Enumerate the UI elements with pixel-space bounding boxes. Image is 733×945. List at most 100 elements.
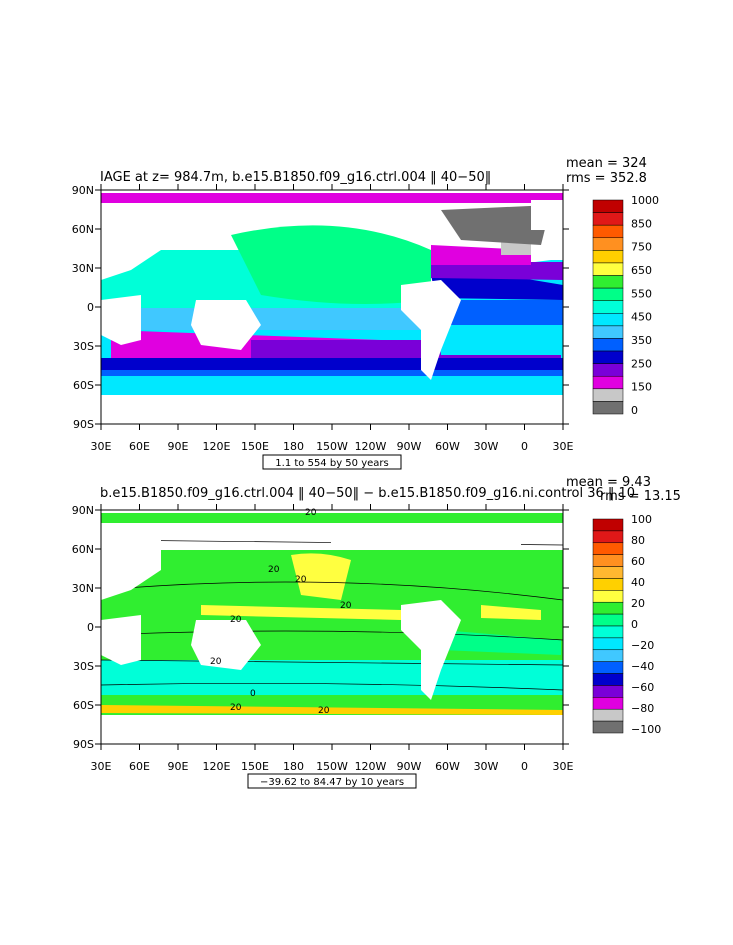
contour-label: 20	[340, 601, 352, 611]
lon-label: 30E	[91, 760, 112, 773]
lon-label: 60E	[129, 440, 150, 453]
colorbar-swatch	[592, 637, 624, 651]
colorbar-label: 0	[631, 618, 638, 631]
colorbar-label: −20	[631, 639, 654, 652]
contour-label: 20	[318, 706, 330, 716]
lon-label: 120W	[355, 760, 387, 773]
colorbar-swatch	[592, 697, 624, 710]
colorbar-label: −100	[631, 723, 661, 736]
lon-label: 30E	[91, 440, 112, 453]
lon-label: 90W	[397, 440, 422, 453]
colorbar-swatch	[592, 530, 624, 544]
lon-label: 120E	[203, 440, 231, 453]
lon-label: 30E	[553, 440, 574, 453]
lat-label: 30N	[72, 582, 94, 595]
colorbar-swatch	[592, 649, 624, 662]
panel-1-lon-labels: 30E 60E 90E 120E 150E 180 150W 120W 90W …	[91, 440, 574, 453]
lon-label: 180	[283, 760, 304, 773]
panel-1-map	[101, 190, 563, 424]
colorbar-label: 250	[631, 357, 652, 370]
colorbar-swatch	[592, 262, 624, 276]
colorbar-swatch	[592, 363, 624, 377]
colorbar-swatch	[592, 673, 624, 686]
lon-label: 150W	[316, 760, 348, 773]
colorbar-label: 20	[631, 597, 645, 610]
lon-label: 0	[521, 440, 528, 453]
colorbar-swatch	[592, 720, 624, 734]
panel-1-lat-labels: 90N 60N 30N 0 30S 60S 90S	[72, 184, 94, 431]
colorbar-label: −80	[631, 702, 654, 715]
lon-label: 180	[283, 440, 304, 453]
colorbar-swatch	[592, 708, 624, 722]
lon-label: 0	[521, 760, 528, 773]
colorbar-swatch	[592, 661, 624, 674]
lat-label: 30S	[73, 340, 94, 353]
lon-label: 30E	[553, 760, 574, 773]
lon-label: 150E	[241, 760, 269, 773]
colorbar-swatch	[592, 578, 624, 591]
panel-1-title: IAGE at z= 984.7m, b.e15.B1850.f09_g16.c…	[100, 170, 491, 185]
colorbar-swatch	[592, 237, 624, 251]
colorbar-label: 1000	[631, 194, 659, 207]
lon-label: 60W	[435, 760, 460, 773]
colorbar-swatch	[592, 275, 624, 289]
contour-label: 0	[250, 689, 256, 699]
colorbar-swatch	[592, 199, 624, 213]
colorbar-swatch	[592, 375, 624, 390]
lat-label: 90S	[73, 418, 94, 431]
panel-2-range-box	[247, 773, 417, 789]
colorbar-swatch	[592, 338, 624, 352]
panel-2: b.e15.B1850.f09_g16.ctrl.004 ‖ 40−50‖ − …	[72, 475, 681, 789]
colorbar-swatch	[592, 625, 624, 639]
panel-1-colorbar: 1000 850 750 650 550 450 350 250 150 0	[592, 194, 659, 417]
axis-ticks	[95, 184, 569, 750]
lon-label: 150W	[316, 440, 348, 453]
lon-label: 30W	[474, 760, 499, 773]
colorbar-swatch	[592, 325, 624, 339]
lat-label: 60S	[73, 699, 94, 712]
colorbar-swatch	[592, 685, 624, 698]
colorbar-label: −60	[631, 681, 654, 694]
panel-1-range-box	[262, 454, 402, 470]
colorbar-swatch	[592, 542, 624, 555]
panel-2-lon-labels: 30E 60E 90E 120E 150E 180 150W 120W 90W …	[91, 760, 574, 773]
colorbar-swatch	[592, 350, 624, 364]
lon-label: 90E	[168, 440, 189, 453]
lat-label: 90N	[72, 184, 94, 197]
lat-label: 30S	[73, 660, 94, 673]
lon-label: 60W	[435, 440, 460, 453]
panel-1: IAGE at z= 984.7m, b.e15.B1850.f09_g16.c…	[72, 156, 659, 470]
panel-1-rms: rms = 352.8	[566, 171, 647, 186]
contour-label: 20	[305, 508, 317, 518]
contour-label: 20	[230, 615, 242, 625]
lat-label: 30N	[72, 262, 94, 275]
colorbar-swatch	[592, 401, 624, 415]
colorbar-swatch	[592, 590, 624, 603]
colorbar-label: 550	[631, 287, 652, 300]
colorbar-swatch	[592, 313, 624, 327]
lon-label: 90E	[168, 760, 189, 773]
lon-label: 120W	[355, 440, 387, 453]
colorbar-label: 80	[631, 534, 645, 547]
contour-label: 20	[295, 575, 307, 585]
colorbar-swatch	[592, 518, 624, 532]
colorbar-label: 450	[631, 311, 652, 324]
colorbar-label: 750	[631, 241, 652, 254]
lon-label: 60E	[129, 760, 150, 773]
panel-2-title: b.e15.B1850.f09_g16.ctrl.004 ‖ 40−50‖ − …	[100, 486, 635, 501]
lat-label: 90S	[73, 738, 94, 751]
colorbar-swatch	[592, 212, 624, 226]
colorbar-swatch	[592, 554, 624, 567]
colorbar-swatch	[592, 601, 624, 615]
colorbar-swatch	[592, 300, 624, 314]
panel-2-lat-labels: 90N 60N 30N 0 30S 60S 90S	[72, 504, 94, 751]
colorbar-swatch	[592, 613, 624, 627]
colorbar-label: −40	[631, 660, 654, 673]
colorbar-swatch	[592, 566, 624, 579]
colorbar-label: 350	[631, 334, 652, 347]
colorbar-label: 100	[631, 513, 652, 526]
colorbar-label: 60	[631, 555, 645, 568]
panel-1-mean: mean = 324	[566, 156, 647, 171]
colorbar-swatch	[592, 287, 624, 301]
